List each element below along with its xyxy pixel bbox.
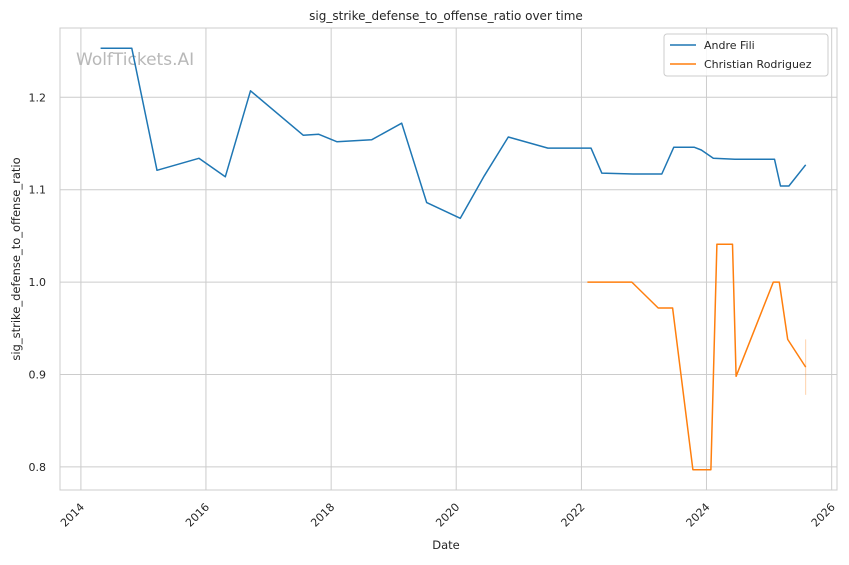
watermark-text: WolfTickets.AI [76,50,194,70]
legend: Andre Fili Christian Rodriguez [663,33,829,77]
series-layer [100,47,807,471]
plot-area-frame [59,27,838,491]
x-tick-label: 2024 [684,501,713,530]
y-tick-label: 1.1 [29,184,47,197]
legend-box [663,33,829,77]
y-axis-label: sig_strike_defense_to_offense_ratio [9,157,23,360]
grid [60,28,837,490]
y-tick-label: 0.9 [29,369,47,382]
y-tick-label: 0.8 [29,461,47,474]
x-tick-label: 2016 [183,501,212,530]
x-tick-label: 2020 [433,501,462,530]
series-line-christian-rodriguez [587,243,807,471]
x-tick-label: 2018 [308,501,337,530]
series-line-andre-fili [100,47,807,220]
x-tick-label: 2014 [58,501,87,530]
legend-label-christian-rodriguez: Christian Rodriguez [704,58,812,71]
x-tick-label: 2026 [809,501,838,530]
chart-title: sig_strike_defense_to_offense_ratio over… [309,9,583,23]
y-tick-label: 1.0 [29,276,47,289]
x-axis-label: Date [432,538,460,552]
x-tick-label: 2022 [559,501,588,530]
tick-labels: 2014 2016 2018 2020 2022 2024 2026 0.8 0.9 1.0 1.1… [29,91,838,529]
legend-label-andre-fili: Andre Fili [704,39,755,52]
y-tick-label: 1.2 [29,91,47,104]
